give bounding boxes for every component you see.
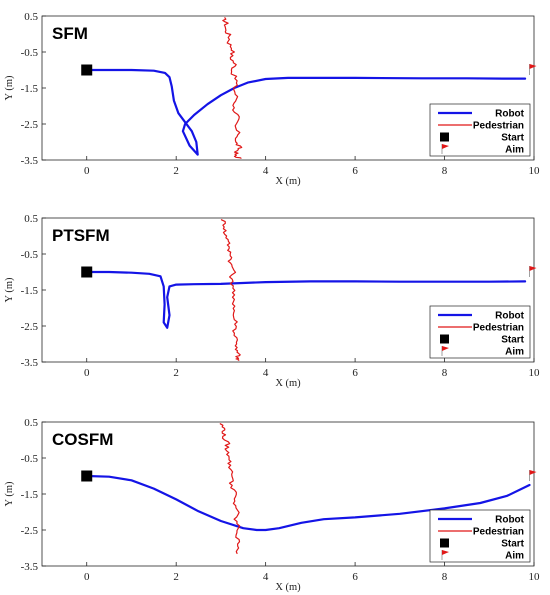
legend-label: Aim (505, 145, 524, 156)
legend-aim-icon (442, 144, 449, 149)
y-tick-label: -0.5 (21, 249, 39, 261)
legend-label: Robot (495, 311, 525, 322)
y-tick-label: -2.5 (21, 525, 39, 537)
legend-aim-icon (442, 550, 449, 555)
x-tick-label: 4 (263, 165, 269, 177)
panel-cosfm: 0 2 4 6 8 10 0.5 -0.5 -1.5 -2.5 -3.5 X (m) Y (m) COSF… (4, 417, 540, 593)
legend-label: Pedestrian (473, 121, 524, 132)
y-tick-label: -2.5 (21, 119, 39, 131)
legend-start-icon (440, 132, 449, 142)
y-tick-label: 0.5 (24, 417, 38, 429)
aim-flag-icon (529, 266, 537, 277)
x-tick-label: 6 (352, 165, 358, 177)
y-tick-label: -0.5 (21, 453, 39, 465)
x-tick-label: 8 (442, 571, 448, 583)
legend-label: Robot (495, 109, 525, 120)
y-tick-label: -1.5 (21, 285, 39, 297)
legend-label: Start (501, 133, 524, 144)
y-tick-label: 0.5 (24, 11, 38, 23)
robot-trajectory (85, 270, 527, 329)
pedestrian-trajectory (219, 423, 241, 554)
x-axis-label: X (m) (275, 582, 301, 593)
aim-flag-icon (529, 470, 537, 481)
x-tick-label: 8 (442, 165, 448, 177)
aim-flag-icon (529, 64, 537, 75)
legend-label: Aim (505, 551, 524, 562)
legend-label: Start (501, 335, 524, 346)
legend-label: Pedestrian (473, 527, 524, 538)
panel-title: PTSFM (52, 226, 110, 245)
panel-title: SFM (52, 24, 88, 43)
x-tick-label: 2 (173, 571, 179, 583)
y-tick-label: -1.5 (21, 489, 39, 501)
y-tick-label: -0.5 (21, 47, 39, 59)
x-tick-label: 4 (263, 367, 269, 379)
x-tick-label: 10 (529, 367, 541, 379)
y-axis-label: Y (m) (4, 481, 15, 506)
x-axis-label: X (m) (275, 378, 301, 389)
x-tick-label: 10 (529, 571, 541, 583)
legend-label: Robot (495, 515, 525, 526)
x-tick-label: 4 (263, 571, 269, 583)
robot-trajectory (85, 68, 527, 156)
x-tick-label: 6 (352, 571, 358, 583)
x-tick-label: 8 (442, 367, 448, 379)
flag-cloth (529, 64, 537, 69)
start-marker (81, 64, 93, 76)
y-tick-label: -3.5 (21, 155, 39, 167)
flag-cloth (529, 470, 537, 475)
y-axis-label: Y (m) (4, 277, 15, 302)
y-tick-label: -2.5 (21, 321, 39, 333)
robot-trajectory (85, 474, 531, 532)
legend-label: Pedestrian (473, 323, 524, 334)
legend-start-icon (440, 538, 449, 548)
pedestrian-trajectory (220, 219, 241, 361)
panel-title: COSFM (52, 430, 113, 449)
legend-start-icon (440, 334, 449, 344)
flag-cloth (529, 266, 537, 271)
x-tick-label: 0 (84, 367, 90, 379)
panel-sfm: 0 2 4 6 8 10 0.5 -0.5 -1.5 -2.5 -3.5 X (m) Y (m) SFM R… (4, 11, 540, 187)
y-tick-label: -1.5 (21, 83, 39, 95)
x-axis-label: X (m) (275, 176, 301, 187)
legend-label: Start (501, 539, 524, 550)
x-tick-label: 0 (84, 571, 90, 583)
start-marker (81, 266, 93, 278)
y-axis-label: Y (m) (4, 75, 15, 100)
legend-aim-icon (442, 346, 449, 351)
x-tick-label: 2 (173, 165, 179, 177)
x-tick-label: 0 (84, 165, 90, 177)
start-marker (81, 470, 93, 482)
panel-ptsfm: 0 2 4 6 8 10 0.5 -0.5 -1.5 -2.5 -3.5 X (m) Y (m) PTSF… (4, 213, 540, 389)
x-tick-label: 2 (173, 367, 179, 379)
y-tick-label: -3.5 (21, 561, 39, 573)
pedestrian-trajectory (222, 17, 243, 159)
y-tick-label: -3.5 (21, 357, 39, 369)
x-tick-label: 6 (352, 367, 358, 379)
legend-label: Aim (505, 347, 524, 358)
x-tick-label: 10 (529, 165, 541, 177)
y-tick-label: 0.5 (24, 213, 38, 225)
